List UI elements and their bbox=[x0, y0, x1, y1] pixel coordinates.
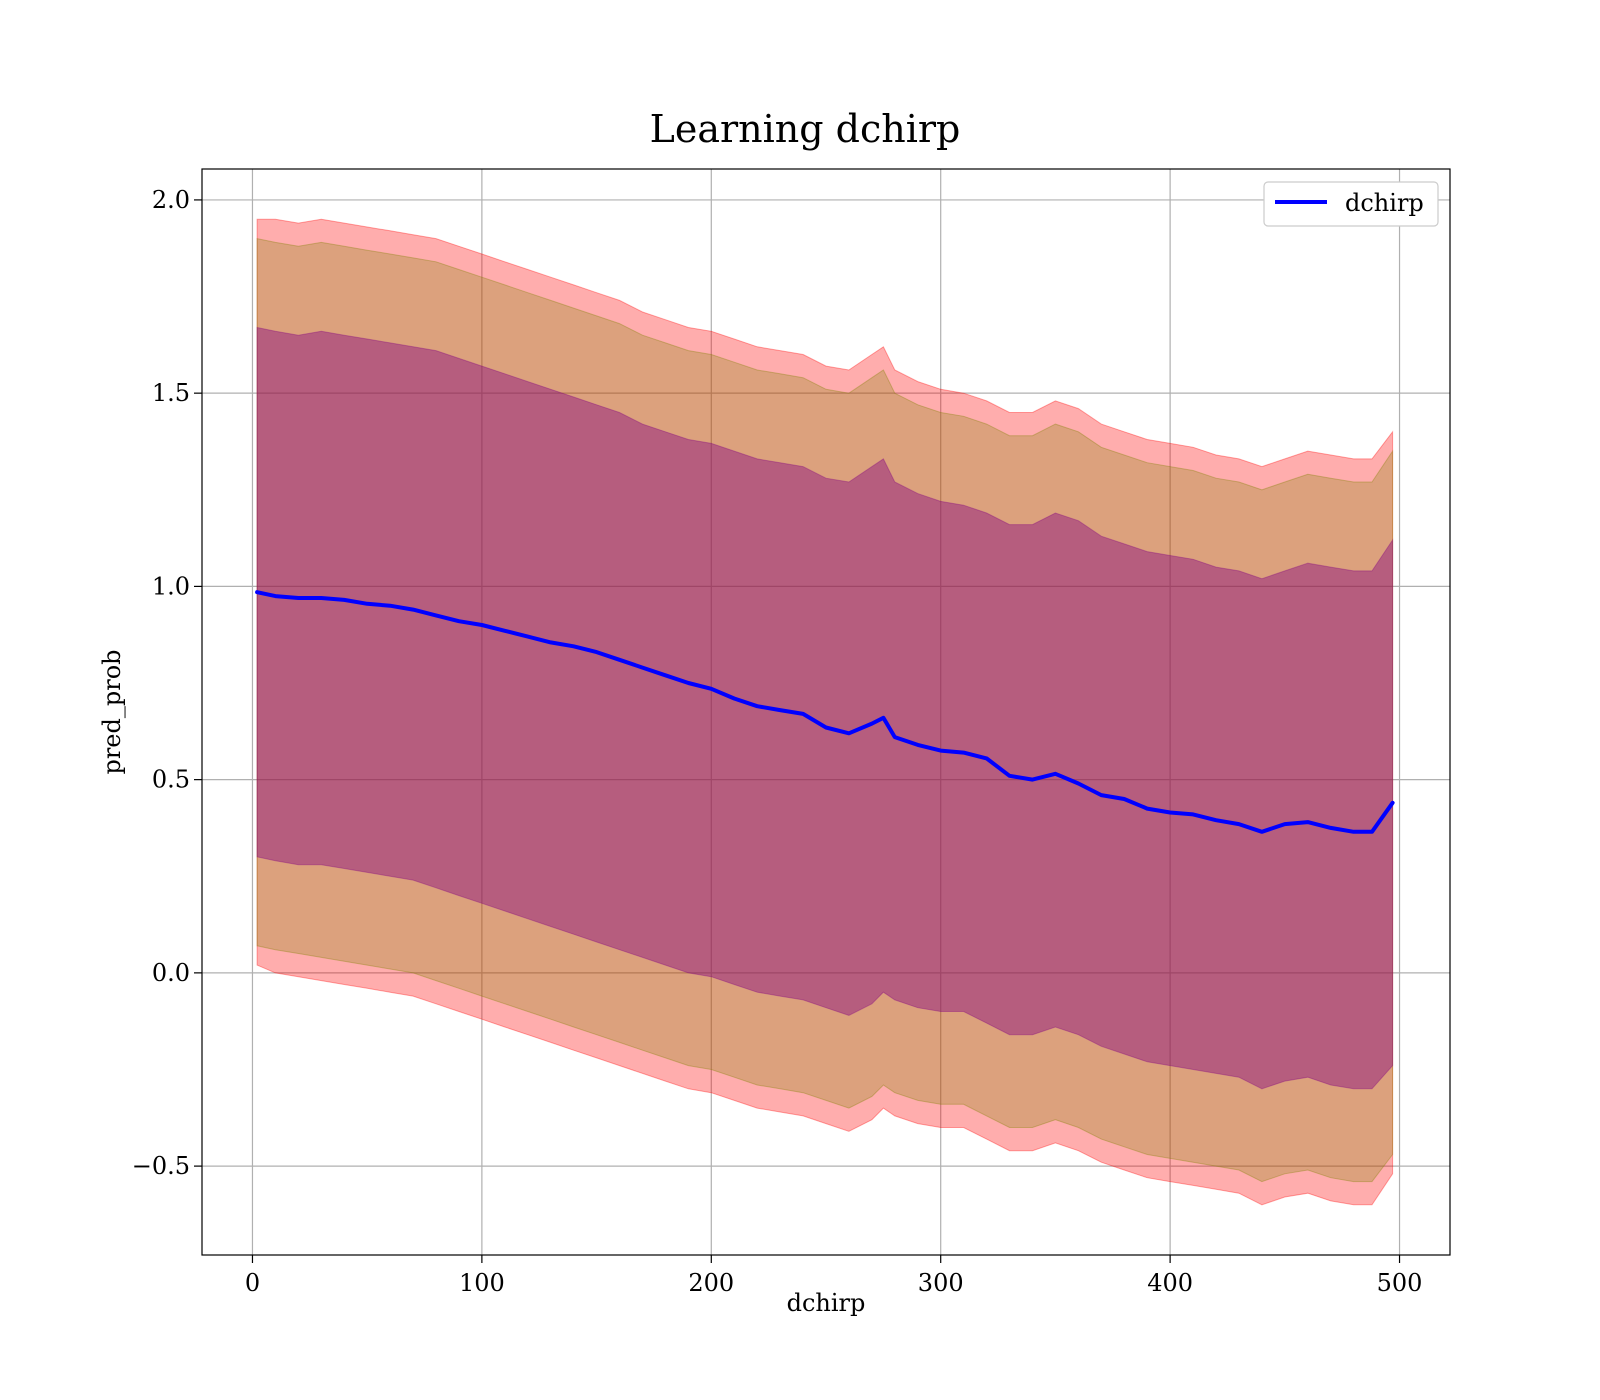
y-tick-label: 1.0 bbox=[152, 572, 190, 600]
grid bbox=[202, 169, 1450, 1255]
y-tick-label: 0.0 bbox=[152, 959, 190, 987]
x-tick-label: 400 bbox=[1147, 1269, 1193, 1297]
x-axis-label: dchirp bbox=[787, 1289, 866, 1317]
series-line-dchirp bbox=[255, 590, 1395, 834]
y-tick-label: 1.5 bbox=[152, 379, 190, 407]
confidence-bands bbox=[256, 218, 1394, 1206]
legend-frame bbox=[1263, 181, 1439, 227]
band-inner bbox=[256, 326, 1394, 1090]
y-tick-label: 0.5 bbox=[152, 766, 190, 794]
y-tick-label: 2.0 bbox=[152, 186, 190, 214]
x-tick-label: 200 bbox=[688, 1269, 734, 1297]
band-middle bbox=[256, 237, 1394, 1183]
axes-frame bbox=[201, 168, 1451, 1256]
y-tick-label: −0.5 bbox=[132, 1152, 190, 1180]
x-tick-label: 0 bbox=[245, 1269, 260, 1297]
x-axis-ticks: 0 100 200 300 400 500 bbox=[245, 1255, 1423, 1297]
y-axis-label: pred_prob bbox=[98, 649, 126, 774]
x-tick-label: 100 bbox=[459, 1269, 505, 1297]
chart-title: Learning dchirp bbox=[650, 107, 961, 151]
plot-area bbox=[201, 168, 1451, 1256]
series-lines bbox=[255, 590, 1395, 834]
band-outer bbox=[256, 218, 1394, 1206]
legend-label-dchirp: dchirp bbox=[1345, 189, 1424, 217]
y-axis-ticks: −0.5 0.0 0.5 1.0 1.5 2.0 bbox=[132, 186, 202, 1180]
x-tick-label: 300 bbox=[918, 1269, 964, 1297]
legend: dchirp bbox=[1263, 181, 1439, 227]
x-tick-label: 500 bbox=[1377, 1269, 1423, 1297]
